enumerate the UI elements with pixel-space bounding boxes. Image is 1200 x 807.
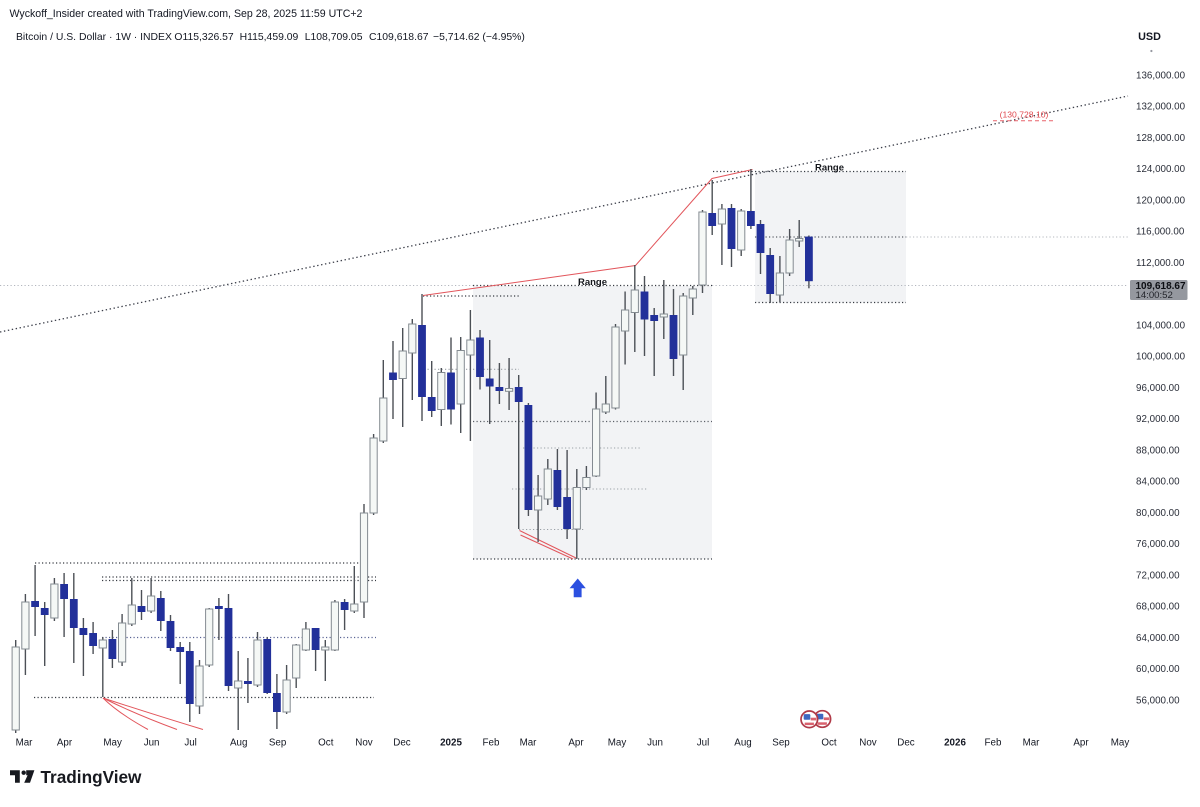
- svg-text:Jul: Jul: [184, 738, 197, 749]
- svg-text:Feb: Feb: [483, 738, 500, 749]
- svg-text:Nov: Nov: [355, 738, 373, 749]
- svg-text:Oct: Oct: [821, 738, 837, 749]
- svg-text:May: May: [608, 738, 627, 749]
- svg-text:Apr: Apr: [568, 738, 584, 749]
- svg-text:TradingView: TradingView: [41, 767, 143, 787]
- svg-text:May: May: [103, 738, 122, 749]
- svg-text:80,000.00: 80,000.00: [1136, 508, 1180, 519]
- svg-text:60,000.00: 60,000.00: [1136, 664, 1180, 675]
- svg-text:116,000.00: 116,000.00: [1136, 227, 1185, 238]
- svg-text:Mar: Mar: [1023, 738, 1041, 749]
- svg-text:136,000.00: 136,000.00: [1136, 70, 1186, 81]
- svg-text:84,000.00: 84,000.00: [1136, 477, 1180, 488]
- svg-text:Wyckoff_Insider created with T: Wyckoff_Insider created with TradingView…: [10, 8, 363, 20]
- svg-text:Apr: Apr: [57, 738, 73, 749]
- svg-text:104,000.00: 104,000.00: [1136, 320, 1186, 331]
- svg-text:Apr: Apr: [1073, 738, 1089, 749]
- svg-text:76,000.00: 76,000.00: [1136, 539, 1180, 550]
- svg-text:USD: USD: [1138, 31, 1161, 43]
- svg-text:Nov: Nov: [859, 738, 877, 749]
- svg-text:Range: Range: [578, 277, 607, 288]
- svg-text:124,000.00: 124,000.00: [1136, 164, 1186, 175]
- svg-text:68,000.00: 68,000.00: [1136, 602, 1180, 613]
- svg-text:Dec: Dec: [393, 738, 411, 749]
- svg-text:Jun: Jun: [144, 738, 160, 749]
- svg-text:128,000.00: 128,000.00: [1136, 133, 1186, 144]
- svg-text:2026: 2026: [944, 738, 966, 749]
- svg-text:64,000.00: 64,000.00: [1136, 633, 1180, 644]
- svg-text:Sep: Sep: [269, 738, 287, 749]
- svg-text:Aug: Aug: [734, 738, 751, 749]
- svg-text:Jul: Jul: [697, 738, 710, 749]
- svg-text:112,000.00: 112,000.00: [1136, 258, 1185, 269]
- svg-text:88,000.00: 88,000.00: [1136, 445, 1180, 456]
- svg-text:(130,728.10): (130,728.10): [1000, 110, 1049, 120]
- svg-text:Jun: Jun: [647, 738, 663, 749]
- svg-text:Sep: Sep: [772, 738, 790, 749]
- svg-text:Mar: Mar: [16, 738, 34, 749]
- svg-text:Bitcoin / U.S. Dollar · 1W · I: Bitcoin / U.S. Dollar · 1W · INDEX O115,3…: [16, 32, 525, 43]
- svg-text:132,000.00: 132,000.00: [1136, 102, 1186, 113]
- svg-text:Aug: Aug: [230, 738, 247, 749]
- svg-text:Dec: Dec: [897, 738, 915, 749]
- svg-text:100,000.00: 100,000.00: [1136, 352, 1186, 363]
- svg-text:109,618.67: 109,618.67: [1136, 281, 1186, 292]
- svg-text:120,000.00: 120,000.00: [1136, 195, 1186, 206]
- svg-text:May: May: [1111, 738, 1130, 749]
- svg-text:96,000.00: 96,000.00: [1136, 383, 1180, 394]
- svg-text:2025: 2025: [440, 738, 462, 749]
- svg-text:Oct: Oct: [318, 738, 334, 749]
- svg-text:Feb: Feb: [985, 738, 1002, 749]
- svg-text:92,000.00: 92,000.00: [1136, 414, 1180, 425]
- svg-text:56,000.00: 56,000.00: [1136, 695, 1180, 706]
- svg-text:Mar: Mar: [520, 738, 538, 749]
- svg-text:14:00:52: 14:00:52: [1136, 290, 1173, 301]
- svg-text:Range: Range: [815, 163, 844, 174]
- svg-text:72,000.00: 72,000.00: [1136, 570, 1180, 581]
